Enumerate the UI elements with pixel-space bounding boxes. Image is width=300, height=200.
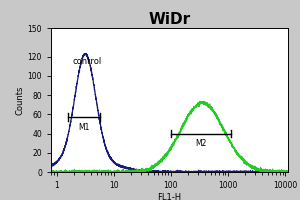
Text: M2: M2 (195, 139, 207, 148)
Title: WiDr: WiDr (148, 12, 190, 27)
Text: control: control (73, 57, 102, 66)
X-axis label: FL1-H: FL1-H (158, 193, 182, 200)
Text: M1: M1 (78, 123, 89, 132)
Y-axis label: Counts: Counts (16, 85, 25, 115)
